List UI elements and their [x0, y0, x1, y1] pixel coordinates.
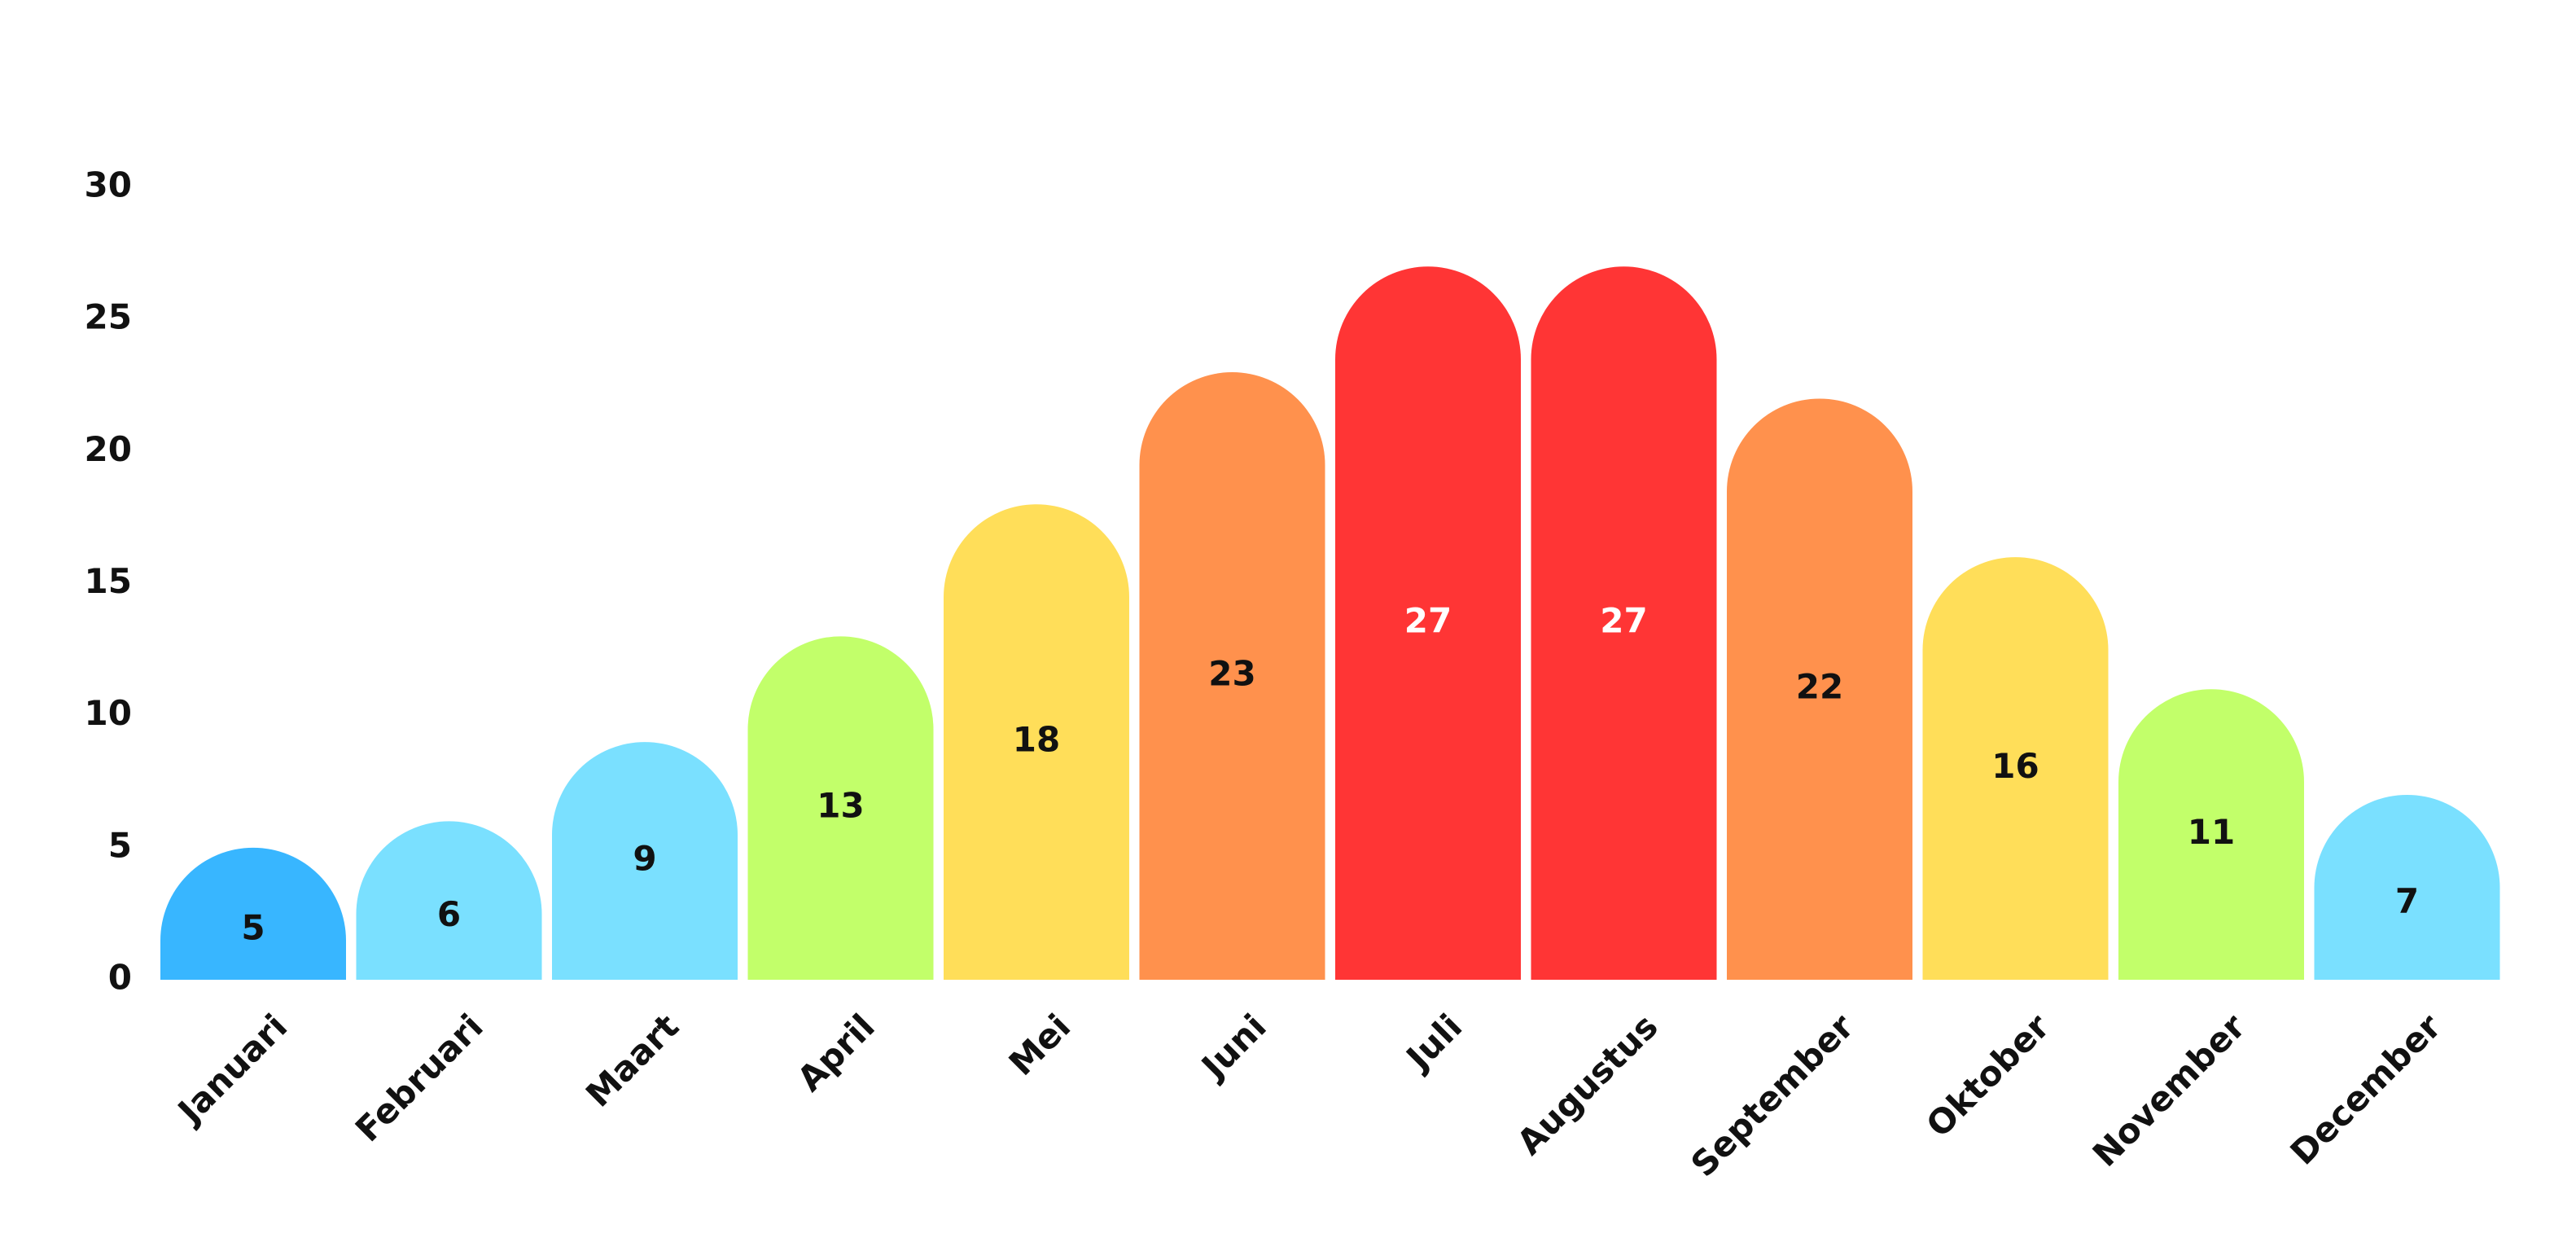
y-tick-label: 0: [108, 958, 132, 998]
bar-januari: [160, 847, 346, 980]
data-label: 18: [1013, 720, 1060, 760]
data-label: 7: [2395, 881, 2419, 921]
data-label: 27: [1600, 601, 1647, 641]
bar-februari: [356, 821, 542, 980]
y-tick-label: 15: [85, 561, 132, 601]
x-category-label: Juli: [1397, 1007, 1470, 1079]
bar-juli: [1335, 266, 1521, 980]
y-tick-label: 20: [85, 429, 132, 469]
data-label: 23: [1208, 654, 1255, 694]
y-tick-label: 10: [85, 693, 132, 733]
x-category-label: Augustus: [1509, 1007, 1666, 1163]
data-label: 16: [1991, 746, 2039, 786]
x-category-label: September: [1683, 1006, 1861, 1184]
data-label: 11: [2188, 812, 2235, 852]
data-label: 5: [241, 907, 265, 947]
data-label: 13: [817, 786, 864, 826]
bar-april: [747, 636, 934, 980]
x-category-label: December: [2283, 1006, 2449, 1172]
data-label: 22: [1796, 667, 1843, 707]
bar-november: [2118, 689, 2304, 980]
y-axis: 0 5 10 15 20 25 30: [85, 165, 132, 998]
x-category-label: Mei: [1001, 1007, 1079, 1084]
x-category-label: November: [2085, 1006, 2254, 1174]
bar-maart: [552, 742, 738, 980]
bar-mei: [944, 504, 1129, 980]
x-category-label: Januari: [169, 1007, 295, 1133]
x-category-label: Oktober: [1918, 1006, 2057, 1144]
data-label: 9: [633, 839, 656, 879]
x-category-label: Juni: [1192, 1007, 1273, 1088]
x-category-label: Februari: [348, 1007, 491, 1150]
bar-september: [1727, 398, 1912, 980]
y-tick-label: 30: [85, 165, 132, 205]
x-category-label: April: [790, 1007, 883, 1099]
bar-augustus: [1531, 266, 1717, 980]
data-label: 6: [437, 894, 461, 934]
bar-oktober: [1922, 557, 2109, 980]
data-labels: 5 6 9 13 18 23 27 27 22 16 11 7: [241, 601, 2419, 948]
data-label: 27: [1404, 601, 1452, 641]
x-category-label: Maart: [578, 1007, 686, 1115]
bar-juni: [1139, 372, 1325, 980]
bar-december: [2314, 794, 2500, 980]
x-axis: Januari Februari Maart April Mei Juni Juli Augu…: [169, 1006, 2449, 1184]
y-tick-label: 5: [108, 825, 132, 865]
y-tick-label: 25: [85, 297, 132, 337]
bars: [160, 266, 2500, 980]
